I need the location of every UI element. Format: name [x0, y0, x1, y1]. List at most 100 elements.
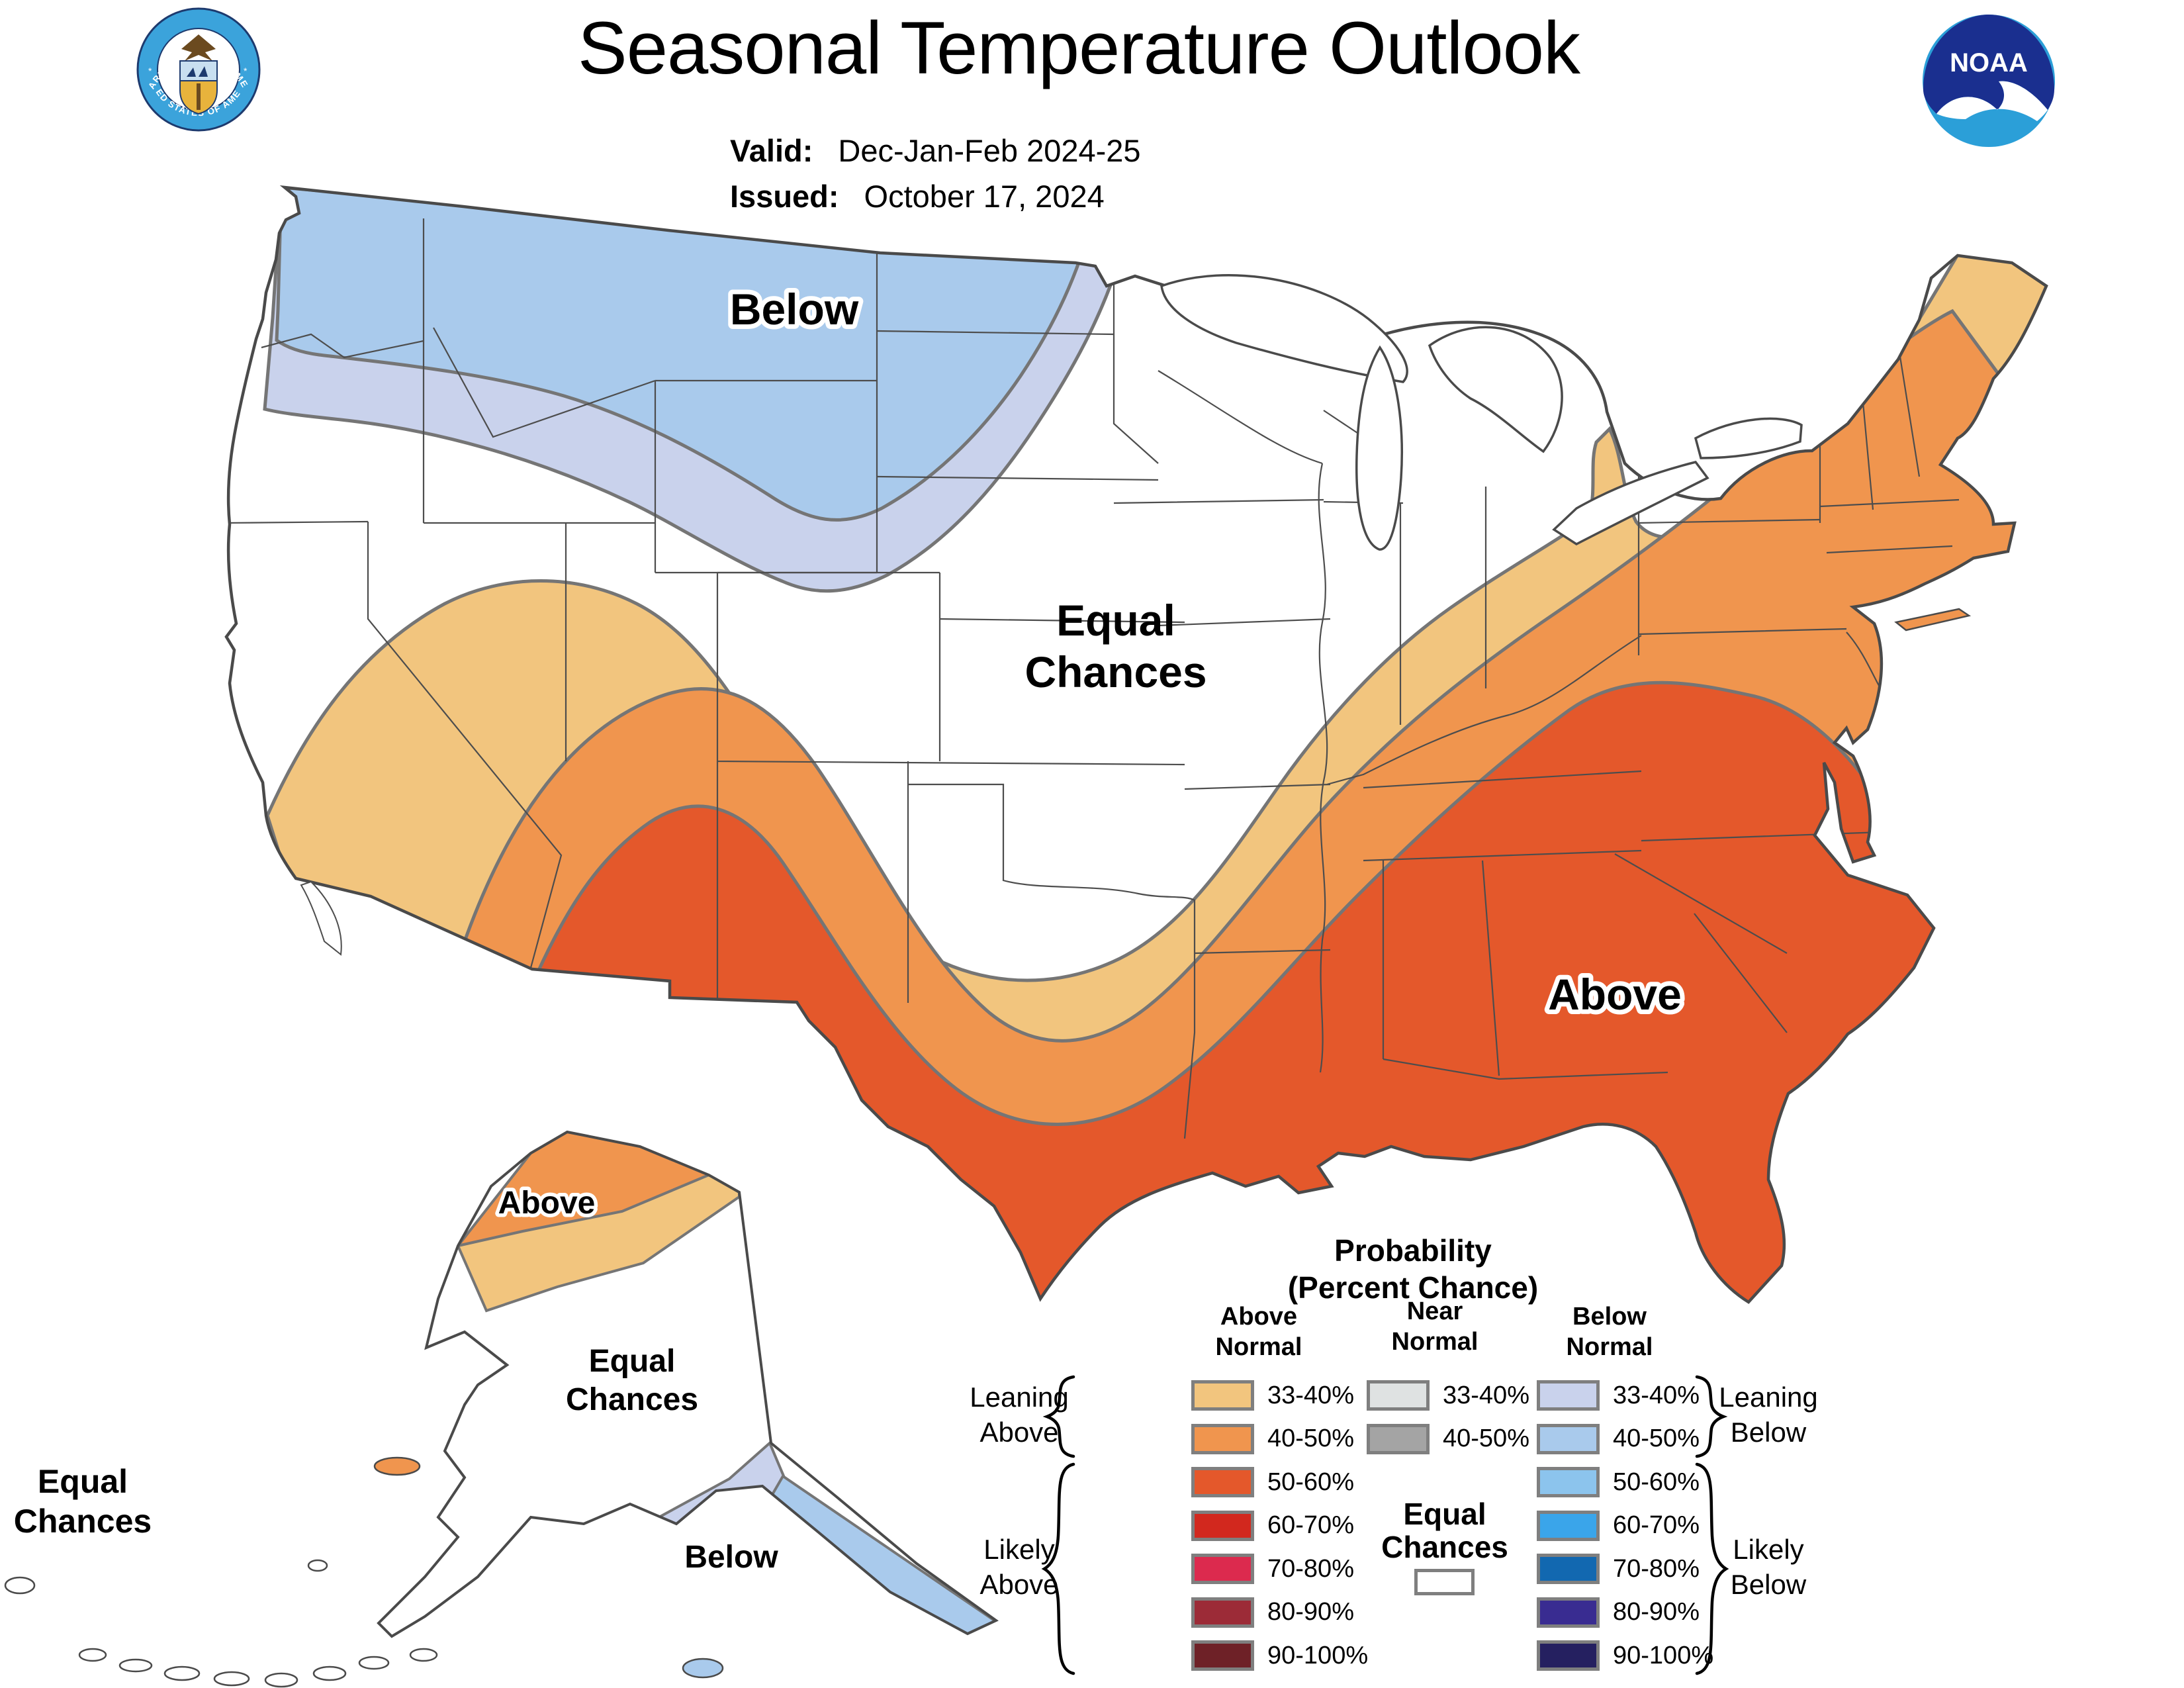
legend-swatch-below-60-70% [1537, 1510, 1600, 1541]
legend-column-near-normal: 33-40% 40-50% [1367, 1380, 1678, 1473]
leaning-below-1: Leaning [1719, 1382, 1818, 1413]
seal-eagle [181, 34, 216, 61]
label-aleutians-equal-2: Chances [14, 1503, 152, 1540]
legend-equal-chances-swatch [1414, 1569, 1475, 1595]
legend-header-below-2: Normal [1566, 1333, 1653, 1361]
legend-header-above-1: Above [1220, 1303, 1298, 1331]
likely-above-1: Likely [983, 1534, 1055, 1565]
lake-erie [1552, 461, 1709, 546]
seal-star-left: * [148, 66, 152, 76]
legend-range-label: 70-80% [1267, 1554, 1354, 1583]
legend-range-label: 50-60% [1267, 1468, 1354, 1496]
legend-row-below-80-90%: 80-90% [1537, 1597, 1700, 1628]
doc-seal: DEPARTMENT OF COMMERCE UNITED STATES OF … [0, 0, 261, 132]
legend-row-near-33-40%: 33-40% [1367, 1380, 1529, 1411]
legend-column-above-normal: 33-40% 40-50% 50-60% 60-70% 70-80% 80-90% 90-1… [1191, 1380, 1502, 1671]
issued-row: Issued: October 17, 2024 [730, 178, 1141, 214]
legend-row-below-50-60%: 50-60% [1537, 1467, 1700, 1497]
legend-row-above-33-40%: 33-40% [1191, 1380, 1354, 1411]
legend-row-below-70-80%: 70-80% [1537, 1554, 1700, 1584]
legend-leaning-above: Leaning Above [970, 1380, 1068, 1450]
legend-title: Probability [1334, 1233, 1492, 1268]
legend-range-label: 40-50% [1613, 1425, 1700, 1452]
legend-row-near-40-50%: 40-50% [1367, 1423, 1529, 1454]
legend-likely-above: Likely Above [979, 1532, 1058, 1602]
legend-swatch-near-40-50% [1367, 1423, 1430, 1454]
legend-range-label: 33-40% [1443, 1381, 1529, 1409]
legend-range-label: 80-90% [1267, 1598, 1354, 1626]
legend-range-label: 40-50% [1267, 1425, 1354, 1452]
legend-range-label: 33-40% [1613, 1381, 1700, 1409]
page-title: Seasonal Temperature Outlook [578, 7, 1580, 89]
legend-swatch-above-80-90% [1191, 1597, 1254, 1628]
legend-swatch-above-60-70% [1191, 1510, 1254, 1541]
legend-header-near-2: Normal [1391, 1328, 1479, 1356]
label-conus-above: Above [1548, 970, 1682, 1019]
seal-shield-top [179, 60, 218, 81]
legend-range-label: 40-50% [1443, 1425, 1529, 1452]
leaning-above-2: Above [979, 1417, 1059, 1448]
legend-swatch-above-40-50% [1191, 1423, 1254, 1454]
legend-row-below-60-70%: 60-70% [1537, 1510, 1700, 1541]
legend-equal-chances-2: Chances [1381, 1530, 1508, 1564]
long-island [1894, 608, 1972, 632]
legend-swatch-near-33-40% [1367, 1380, 1430, 1411]
brace-leaning-above [1042, 1375, 1075, 1458]
legend-leaning-below: Leaning Below [1719, 1380, 1817, 1450]
legend-range-label: 60-70% [1267, 1511, 1354, 1539]
label-alaska-equal-2: Chances [566, 1382, 698, 1417]
legend-header-below: Below Normal [1567, 1301, 1653, 1362]
legend-row-above-70-80%: 70-80% [1191, 1554, 1354, 1584]
valid-label: Valid: [730, 133, 813, 168]
likely-above-2: Above [979, 1569, 1059, 1600]
validity-block: Valid: Dec-Jan-Feb 2024-25 Issued: Octob… [730, 132, 1141, 224]
legend-swatch-below-70-80% [1537, 1554, 1600, 1584]
legend-column-below-normal: 33-40% 40-50% 50-60% 60-70% 70-80% 80-90% 90-1… [1537, 1380, 1848, 1671]
legend-equal-chances-label: Equal Chances [1381, 1497, 1508, 1564]
legend-range-label: 90-100% [1613, 1641, 1714, 1669]
issued-label: Issued: [730, 179, 839, 214]
legend-subtitle: (Percent Chance) [1287, 1270, 1539, 1305]
label-conus-equal-1: Equal [1056, 596, 1175, 645]
legend-range-label: 50-60% [1613, 1468, 1700, 1496]
noaa-bird-icon [1936, 81, 2048, 121]
legend-header-above-2: Normal [1215, 1333, 1302, 1361]
conus-probability-bands [226, 187, 2046, 1302]
legend-row-below-33-40%: 33-40% [1537, 1380, 1700, 1411]
leaning-below-2: Below [1730, 1417, 1807, 1448]
seal-lighthouse [197, 83, 201, 110]
map-labels: Below Equal Chances Above Above Equal Ch… [14, 280, 1686, 1579]
legend-swatch-above-50-60% [1191, 1467, 1254, 1497]
valid-value: Dec-Jan-Feb 2024-25 [838, 133, 1141, 168]
label-aleutians-equal-1: Equal [38, 1463, 128, 1500]
legend-range-label: 90-100% [1267, 1641, 1369, 1669]
seal-star-right: * [244, 66, 248, 76]
lake-huron [1428, 326, 1563, 453]
legend-likely-below: Likely Below [1731, 1532, 1806, 1602]
legend-row-above-80-90%: 80-90% [1191, 1597, 1354, 1628]
islands [4, 1456, 724, 1688]
label-conus-below: Below [730, 285, 859, 334]
baja-outline [300, 880, 342, 956]
legend-row-above-90-100%: 90-100% [1191, 1640, 1368, 1671]
legend-row-below-90-100%: 90-100% [1537, 1640, 1713, 1671]
legend-swatch-below-50-60% [1537, 1467, 1600, 1497]
noaa-logo-top [1923, 15, 2054, 114]
legend-range-label: 70-80% [1613, 1554, 1700, 1583]
brace-leaning-below [1695, 1375, 1728, 1458]
legend-range-label: 60-70% [1613, 1511, 1700, 1539]
legend-row-above-50-60%: 50-60% [1191, 1467, 1354, 1497]
legend-header-below-1: Below [1572, 1303, 1647, 1331]
valid-row: Valid: Dec-Jan-Feb 2024-25 [730, 132, 1141, 169]
legend-header-near: Near Normal [1392, 1296, 1479, 1357]
issued-value: October 17, 2024 [864, 179, 1105, 214]
legend-braces [1041, 1375, 1729, 1675]
legend-header-near-1: Near [1406, 1297, 1463, 1325]
legend-row-above-40-50%: 40-50% [1191, 1423, 1354, 1454]
legend-range-label: 33-40% [1267, 1381, 1354, 1409]
legend-swatch-above-90-100% [1191, 1640, 1254, 1671]
seal-ship [187, 66, 208, 77]
lake-michigan [1355, 345, 1403, 551]
